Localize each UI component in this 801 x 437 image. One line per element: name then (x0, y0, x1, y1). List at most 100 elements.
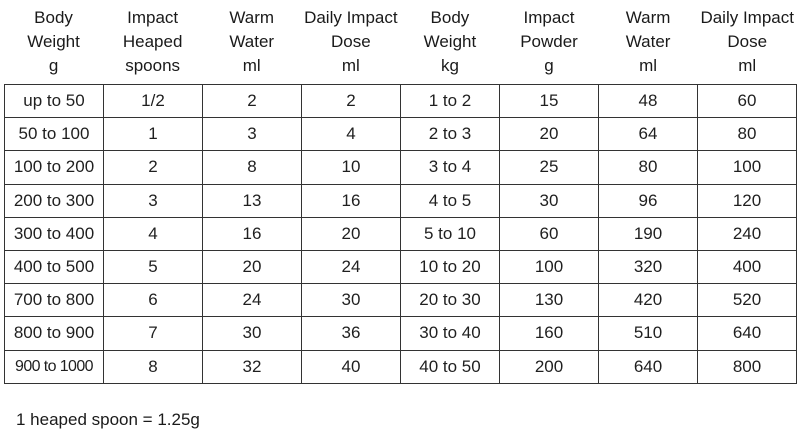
header-line: Heaped (122, 32, 183, 51)
table-cell: 10 to 20 (400, 249, 500, 285)
table-cell: 40 to 50 (400, 349, 500, 384)
header-line: g (544, 56, 554, 75)
table-cell: 130 (499, 283, 599, 318)
table-cell: 4 to 5 (400, 183, 500, 218)
table-cell: 30 (202, 316, 302, 351)
table-cell: 100 (499, 249, 599, 285)
table-cell: 510 (598, 316, 698, 351)
table-cell: 13 (202, 183, 302, 218)
table-cell: 4 (103, 216, 203, 251)
header-warm-water-ml-large: Warm Water ml (599, 6, 698, 84)
table-cell: 1/2 (103, 83, 203, 119)
table-header: Body Weight g Impact Heaped spoons Warm … (4, 6, 797, 84)
header-line: Water (229, 32, 275, 51)
table-cell: 10 (301, 150, 401, 185)
header-daily-impact-dose-large: Daily Impact Dose ml (698, 6, 797, 84)
header-line: Warm (625, 8, 671, 27)
header-line: g (48, 56, 59, 75)
header-line: Impact (127, 8, 179, 27)
table-cell: 200 to 300 (4, 183, 104, 218)
table-cell: 800 to 900 (4, 316, 104, 351)
table-cell: 24 (202, 283, 302, 318)
table-cell: 20 to 30 (400, 283, 500, 318)
table-row: 100 to 200 2 8 10 3 to 4 25 80 100 (4, 150, 797, 185)
table-cell: 25 (499, 150, 599, 185)
table-cell: 800 (697, 349, 797, 384)
header-line: ml (242, 56, 261, 75)
table-row: up to 50 1/2 2 2 1 to 2 15 48 60 (4, 83, 797, 119)
table-cell: 700 to 800 (4, 283, 104, 318)
header-line: Weight (423, 32, 477, 51)
table-row: 300 to 400 4 16 20 5 to 10 60 190 240 (4, 216, 797, 251)
table-cell: 8 (202, 150, 302, 185)
table-cell: 900 to 1000 (4, 349, 104, 384)
table-cell: 50 to 100 (4, 117, 104, 152)
table-cell: 2 (103, 150, 203, 185)
table-row: 900 to 1000 8 32 40 40 to 50 200 640 800 (4, 349, 797, 384)
table-cell: 30 (301, 283, 401, 318)
table-cell: 64 (598, 117, 698, 152)
table-cell: 96 (598, 183, 698, 218)
table-cell: 160 (499, 316, 599, 351)
header-line: kg (440, 56, 459, 75)
table-cell: 200 (499, 349, 599, 384)
header-line: Warm (229, 8, 275, 27)
header-line: ml (341, 56, 360, 75)
table-cell: 7 (103, 316, 203, 351)
table-cell: 5 (103, 249, 203, 285)
header-line: Water (625, 32, 671, 51)
table-cell: 40 (301, 349, 401, 384)
table-cell: 3 (202, 117, 302, 152)
table-cell: 30 (499, 183, 599, 218)
table-cell: 60 (697, 83, 797, 119)
header-line: Dose (727, 32, 768, 51)
table-cell: 36 (301, 316, 401, 351)
table-cell: 24 (301, 249, 401, 285)
table-cell: 2 (202, 83, 302, 119)
table-cell: 5 to 10 (400, 216, 500, 251)
header-line: ml (738, 56, 757, 75)
table-cell: 20 (499, 117, 599, 152)
table-cell: 60 (499, 216, 599, 251)
table-cell: 240 (697, 216, 797, 251)
table-cell: 320 (598, 249, 698, 285)
table-cell: 100 to 200 (4, 150, 104, 185)
header-line: Powder (520, 32, 578, 51)
header-line: Body (34, 8, 73, 27)
header-line: spoons (125, 56, 181, 75)
table-cell: 20 (202, 249, 302, 285)
table-row: 800 to 900 7 30 36 30 to 40 160 510 640 (4, 316, 797, 351)
header-line: ml (639, 56, 658, 75)
header-line: Body (430, 8, 470, 27)
dosage-table: up to 50 1/2 2 2 1 to 2 15 48 60 50 to 1… (4, 83, 797, 384)
table-cell: 4 (301, 117, 401, 152)
header-body-weight-kg: Body Weight kg (400, 6, 499, 84)
table-cell: 48 (598, 83, 698, 119)
table-cell: 100 (697, 150, 797, 185)
header-body-weight-g: Body Weight g (4, 6, 103, 84)
header-line: Dose (330, 32, 371, 51)
table-cell: 20 (301, 216, 401, 251)
table-cell: 2 to 3 (400, 117, 500, 152)
table-cell: 80 (697, 117, 797, 152)
table-cell: 16 (301, 183, 401, 218)
table-cell: 640 (697, 316, 797, 351)
header-line: Daily Impact (304, 8, 398, 27)
footnote: 1 heaped spoon = 1.25g (16, 410, 200, 429)
table-cell: 1 to 2 (400, 83, 500, 119)
table-cell: 190 (598, 216, 698, 251)
table-cell: 300 to 400 (4, 216, 104, 251)
table-cell: 640 (598, 349, 698, 384)
table-cell: 30 to 40 (400, 316, 500, 351)
header-line: Impact (523, 8, 575, 27)
table-cell: 15 (499, 83, 599, 119)
table-cell: 520 (697, 283, 797, 318)
table-cell: 6 (103, 283, 203, 318)
header-line: Daily Impact (700, 8, 794, 27)
table-row: 200 to 300 3 13 16 4 to 5 30 96 120 (4, 183, 797, 218)
table-cell: 1 (103, 117, 203, 152)
table-cell: 400 (697, 249, 797, 285)
table-cell: 420 (598, 283, 698, 318)
table-cell: 8 (103, 349, 203, 384)
